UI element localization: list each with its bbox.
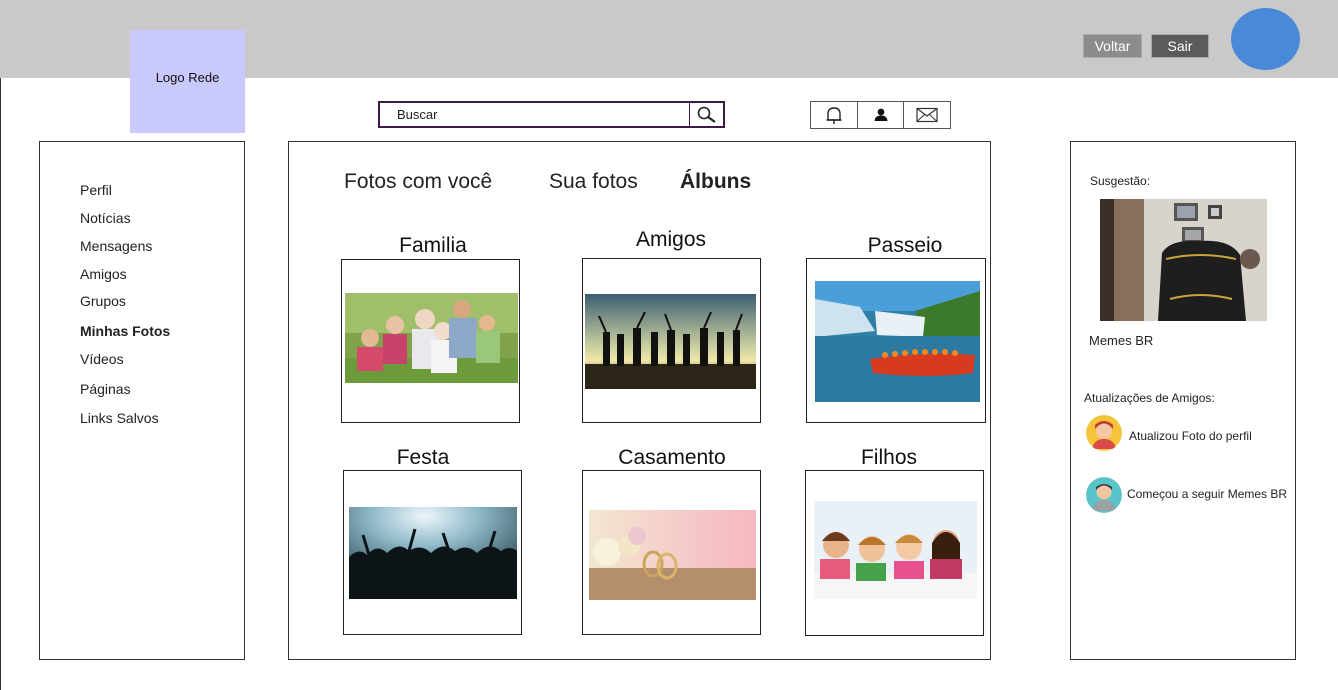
sidebar-item-perfil[interactable]: Perfil <box>80 182 112 198</box>
suggestion-heading: Susgestão: <box>1090 174 1151 188</box>
album-filhos[interactable] <box>805 470 984 636</box>
logo[interactable]: Logo Rede <box>130 30 245 133</box>
user-avatar[interactable] <box>1231 8 1300 70</box>
sidebar-item-paginas[interactable]: Páginas <box>80 381 131 397</box>
sidebar-item-grupos[interactable]: Grupos <box>80 293 126 309</box>
album-title-casamento: Casamento <box>618 446 726 469</box>
album-title-amigos: Amigos <box>635 228 707 251</box>
suggestion-name[interactable]: Memes BR <box>1089 333 1154 348</box>
exit-button[interactable]: Sair <box>1151 34 1209 58</box>
party-photo <box>349 507 517 599</box>
album-festa[interactable] <box>343 470 522 635</box>
sidebar-item-videos[interactable]: Vídeos <box>80 351 124 367</box>
logo-text: Logo Rede <box>155 70 220 85</box>
album-title-filhos: Filhos <box>860 446 918 469</box>
kids-photo <box>814 501 977 599</box>
suggestion-photo[interactable] <box>1100 199 1267 321</box>
album-passeio[interactable] <box>806 258 986 423</box>
messages-button[interactable] <box>904 102 950 128</box>
tab-fotos-com-voce[interactable]: Fotos com você <box>344 170 493 193</box>
suggestion-image <box>1100 199 1267 321</box>
back-button[interactable]: Voltar <box>1083 34 1142 58</box>
tab-sua-fotos[interactable]: Sua fotos <box>549 170 638 193</box>
tab-albuns[interactable]: Álbuns <box>680 170 752 193</box>
update-text: Atualizou Foto do perfil <box>1129 429 1252 443</box>
friends-photo <box>585 294 756 389</box>
search-box[interactable]: Buscar <box>378 101 725 128</box>
user-icon <box>874 108 887 121</box>
wedding-photo <box>589 510 756 600</box>
album-title-familia: Familia <box>399 234 467 257</box>
search-button[interactable] <box>689 103 723 126</box>
trip-photo <box>815 281 980 402</box>
mail-icon <box>916 107 938 123</box>
sidebar-item-noticias[interactable]: Notícias <box>80 210 131 226</box>
bell-icon <box>826 107 842 124</box>
main-content: Fotos com você Sua fotos Álbuns Familia … <box>288 141 991 660</box>
magnifier-icon <box>697 106 716 123</box>
album-amigos[interactable] <box>582 258 761 423</box>
sidebar-item-minhas-fotos[interactable]: Minhas Fotos <box>80 323 171 339</box>
search-input[interactable]: Buscar <box>397 107 438 122</box>
album-casamento[interactable] <box>582 470 761 635</box>
sidebar-item-links-salvos[interactable]: Links Salvos <box>80 410 159 426</box>
friend-avatar[interactable] <box>1086 415 1122 451</box>
friend-avatar-icon <box>1086 477 1122 513</box>
friend-avatar-icon <box>1086 415 1122 451</box>
page-edge <box>0 78 1 690</box>
family-photo <box>345 293 518 383</box>
sidebar-item-mensagens[interactable]: Mensagens <box>80 238 153 254</box>
album-title-festa: Festa <box>396 446 450 469</box>
friend-avatar[interactable] <box>1086 477 1122 513</box>
update-text: Começou a seguir Memes BR <box>1127 487 1288 501</box>
album-title-passeio: Passeio <box>867 234 943 257</box>
sidebar: Perfil Notícias Mensagens Amigos Grupos … <box>39 141 245 660</box>
notifications-button[interactable] <box>811 102 858 128</box>
album-familia[interactable] <box>341 259 520 423</box>
notification-bar <box>810 101 951 129</box>
right-sidebar: Susgestão: Memes BR Atualizações de Amig… <box>1070 141 1296 660</box>
profile-button[interactable] <box>858 102 905 128</box>
updates-heading: Atualizações de Amigos: <box>1084 391 1215 405</box>
sidebar-item-amigos[interactable]: Amigos <box>80 266 127 282</box>
